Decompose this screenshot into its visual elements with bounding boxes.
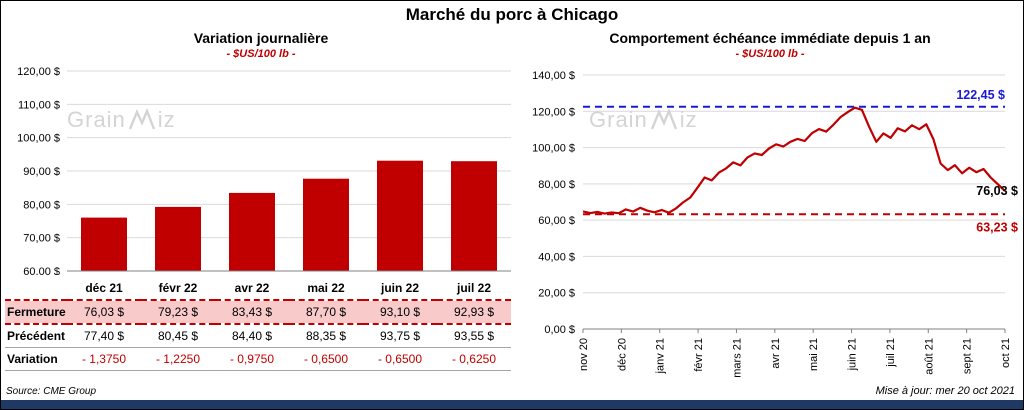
svg-text:20,00 $: 20,00 $: [538, 288, 575, 300]
footer-bar: [1, 400, 1023, 409]
svg-text:70,00 $: 70,00 $: [23, 233, 60, 245]
svg-text:40,00 $: 40,00 $: [538, 251, 575, 263]
cell: - 1,3750: [67, 347, 141, 371]
svg-text:100,00 $: 100,00 $: [17, 133, 60, 145]
column-header: juil 22: [437, 277, 511, 301]
cell: 80,45 $: [141, 324, 215, 348]
svg-text:122,45 $: 122,45 $: [956, 88, 1005, 102]
svg-text:76,03 $: 76,03 $: [976, 184, 1018, 198]
bar-chart-subtitle: - $US/100 lb -: [226, 48, 296, 60]
svg-text:0,00 $: 0,00 $: [544, 324, 575, 336]
svg-text:juil 21: juil 21: [885, 338, 897, 368]
svg-text:120,00 $: 120,00 $: [17, 66, 60, 78]
svg-text:janv 21: janv 21: [655, 338, 667, 374]
corner-cell: [5, 277, 67, 301]
line-chart-title: Comportement échéance immédiate depuis 1…: [609, 30, 931, 46]
svg-text:80,00 $: 80,00 $: [23, 199, 60, 211]
source-text: Source: CME Group: [6, 386, 97, 397]
svg-text:60,00 $: 60,00 $: [23, 266, 60, 275]
price-table: déc 21 févr 22 avr 22 mai 22 juin 22 juil 22 F…: [5, 277, 511, 371]
bar-chart-title: Variation journalière: [193, 30, 329, 46]
cell: - 1,2250: [141, 347, 215, 371]
line-chart: 0,00 $ 20,00 $ 40,00 $ 60,00 $ 80,00 $ 100,00…: [532, 70, 1018, 378]
column-header: févr 22: [141, 277, 215, 301]
svg-text:oct 21: oct 21: [1000, 338, 1012, 368]
line-chart-subtitle: - $US/100 lb -: [735, 48, 805, 60]
svg-text:déc 20: déc 20: [616, 338, 628, 371]
svg-text:août 21: août 21: [923, 338, 935, 375]
svg-text:avr 21: avr 21: [770, 338, 782, 369]
column-header: juin 22: [363, 277, 437, 301]
svg-text:100,00 $: 100,00 $: [532, 143, 575, 155]
svg-text:60,00 $: 60,00 $: [538, 215, 575, 227]
svg-text:80,00 $: 80,00 $: [538, 179, 575, 191]
cell: 77,40 $: [67, 324, 141, 348]
svg-text:févr 21: févr 21: [693, 338, 705, 372]
cell: - 0,6500: [289, 347, 363, 371]
cell: 79,23 $: [141, 299, 215, 325]
row-label: Fermeture: [5, 299, 67, 325]
daily-variation-panel: Variation journalière - $US/100 lb - 60,…: [5, 29, 517, 371]
svg-text:juin 21: juin 21: [847, 338, 859, 371]
column-header: mai 22: [289, 277, 363, 301]
row-label: Précédent: [5, 324, 67, 348]
page-title: Marché du porc à Chicago: [405, 5, 619, 24]
svg-text:mars 21: mars 21: [731, 338, 743, 378]
cell: 87,70 $: [289, 299, 363, 325]
svg-text:90,00 $: 90,00 $: [23, 166, 60, 178]
column-header: déc 21: [67, 277, 141, 301]
table-row: Variation - 1,3750- 1,2250- 0,9750- 0,650…: [5, 347, 511, 371]
svg-text:mai 21: mai 21: [808, 338, 820, 371]
cell: - 0,6250: [437, 347, 511, 371]
cell: - 0,9750: [215, 347, 289, 371]
svg-text:110,00 $: 110,00 $: [18, 99, 60, 111]
cell: 93,55 $: [437, 324, 511, 348]
one-year-trend-panel: Comportement échéance immédiate depuis 1…: [519, 29, 1021, 391]
table-row: Précédent 77,40 $80,45 $84,40 $88,35 $93,…: [5, 324, 511, 348]
row-label: Variation: [5, 347, 67, 371]
table-row: Fermeture 76,03 $79,23 $83,43 $87,70 $93,…: [5, 299, 511, 325]
cell: - 0,6500: [363, 347, 437, 371]
table-header-row: déc 21 févr 22 avr 22 mai 22 juin 22 juil 22: [5, 277, 511, 301]
svg-text:140,00 $: 140,00 $: [532, 70, 575, 82]
svg-text:63,23 $: 63,23 $: [976, 220, 1018, 234]
cell: 84,40 $: [215, 324, 289, 348]
svg-text:sept 21: sept 21: [962, 338, 974, 374]
update-text: Mise à jour: mer 20 oct 2021: [875, 385, 1015, 397]
cell: 93,10 $: [363, 299, 437, 325]
cell: 76,03 $: [67, 299, 141, 325]
column-header: avr 22: [215, 277, 289, 301]
svg-text:nov 20: nov 20: [578, 338, 590, 371]
svg-text:120,00 $: 120,00 $: [532, 106, 575, 118]
cell: 93,75 $: [363, 324, 437, 348]
bar-chart: 60,00 $ 70,00 $ 80,00 $ 90,00 $ 100,00 $ 110,…: [17, 66, 511, 275]
cell: 88,35 $: [289, 324, 363, 348]
cell: 83,43 $: [215, 299, 289, 325]
cell: 92,93 $: [437, 299, 511, 325]
